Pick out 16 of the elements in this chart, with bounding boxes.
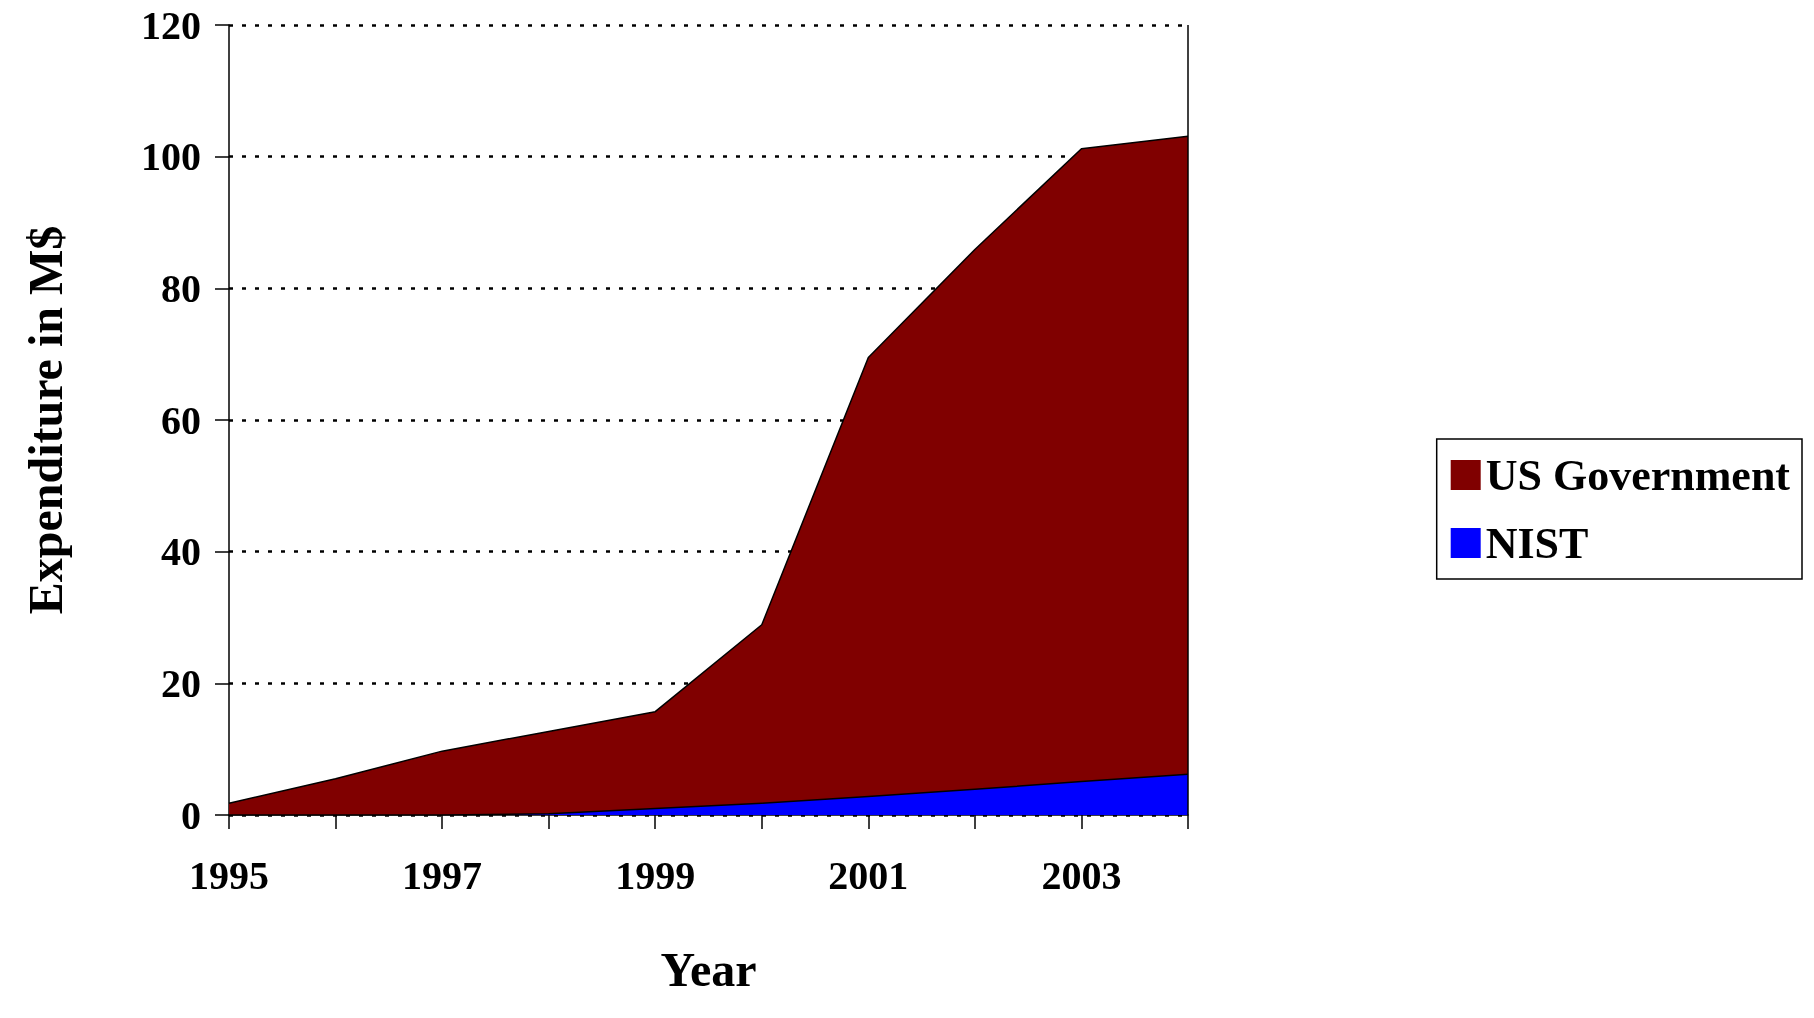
y-tick-label: 60: [161, 397, 201, 443]
x-tick-label: 1999: [615, 852, 696, 898]
x-tick-label: 1995: [189, 852, 269, 898]
y-tick-label: 0: [181, 792, 201, 838]
legend-label: NIST: [1485, 518, 1589, 568]
x-tick-label: 2003: [1041, 852, 1122, 898]
x-tick-label: 1997: [402, 852, 483, 898]
legend-label: US Government: [1485, 450, 1791, 500]
x-tick-label: 2001: [828, 852, 909, 898]
y-tick-label: 20: [161, 660, 201, 706]
y-tick-label: 40: [161, 529, 201, 575]
y-tick-label: 100: [141, 134, 201, 180]
y-tick-label: 120: [141, 2, 201, 48]
y-tick-label: 80: [161, 265, 201, 311]
x-axis-title: Year: [660, 942, 757, 996]
y-axis-title: Expenditure in M$: [18, 225, 72, 615]
